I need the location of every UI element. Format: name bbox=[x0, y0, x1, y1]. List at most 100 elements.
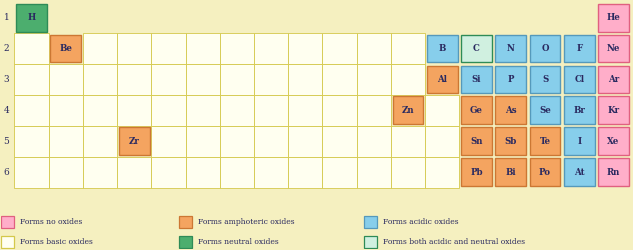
Text: Si: Si bbox=[472, 75, 481, 84]
Bar bbox=[357, 126, 391, 157]
Bar bbox=[425, 126, 460, 157]
Bar bbox=[598, 127, 629, 155]
Text: Br: Br bbox=[573, 106, 585, 115]
Bar bbox=[598, 4, 629, 32]
Bar bbox=[220, 126, 254, 157]
Bar bbox=[598, 35, 629, 62]
Text: Zr: Zr bbox=[128, 137, 140, 146]
Bar bbox=[288, 33, 322, 64]
Text: Ge: Ge bbox=[470, 106, 483, 115]
Bar bbox=[254, 64, 288, 95]
Bar bbox=[254, 126, 288, 157]
Bar bbox=[220, 64, 254, 95]
Text: At: At bbox=[574, 168, 584, 176]
Bar bbox=[461, 158, 492, 186]
Text: O: O bbox=[541, 44, 549, 53]
Bar bbox=[598, 158, 629, 186]
Bar bbox=[288, 157, 322, 188]
Bar bbox=[530, 96, 560, 124]
Text: C: C bbox=[473, 44, 480, 53]
Bar bbox=[496, 127, 526, 155]
Bar bbox=[49, 157, 83, 188]
Bar bbox=[391, 64, 425, 95]
Bar bbox=[179, 216, 192, 228]
Bar bbox=[322, 33, 357, 64]
Text: B: B bbox=[439, 44, 446, 53]
Text: Cl: Cl bbox=[574, 75, 584, 84]
Text: N: N bbox=[507, 44, 515, 53]
Bar bbox=[392, 96, 423, 124]
Bar bbox=[496, 35, 526, 62]
Text: 1: 1 bbox=[4, 13, 9, 22]
Bar bbox=[185, 126, 220, 157]
Bar bbox=[179, 236, 192, 248]
Bar bbox=[391, 126, 425, 157]
Text: P: P bbox=[508, 75, 514, 84]
Bar bbox=[564, 127, 594, 155]
Bar bbox=[220, 157, 254, 188]
Bar bbox=[83, 33, 117, 64]
Bar bbox=[15, 64, 49, 95]
Bar bbox=[83, 95, 117, 126]
Bar bbox=[427, 66, 458, 93]
Text: Kr: Kr bbox=[608, 106, 620, 115]
Text: Bi: Bi bbox=[506, 168, 516, 176]
Bar bbox=[461, 66, 492, 93]
Text: 4: 4 bbox=[4, 106, 9, 115]
Text: 6: 6 bbox=[4, 168, 9, 176]
Text: He: He bbox=[606, 13, 620, 22]
Text: Rn: Rn bbox=[607, 168, 620, 176]
Bar bbox=[185, 95, 220, 126]
Bar bbox=[220, 33, 254, 64]
Text: S: S bbox=[542, 75, 548, 84]
Text: Forms acidic oxides: Forms acidic oxides bbox=[383, 218, 458, 226]
Bar bbox=[151, 33, 185, 64]
Bar bbox=[185, 64, 220, 95]
Bar bbox=[151, 157, 185, 188]
Bar bbox=[288, 95, 322, 126]
Text: Sb: Sb bbox=[505, 137, 517, 146]
Bar bbox=[598, 96, 629, 124]
Text: Be: Be bbox=[60, 44, 72, 53]
Bar bbox=[49, 64, 83, 95]
Bar bbox=[357, 157, 391, 188]
Text: As: As bbox=[505, 106, 517, 115]
Text: Al: Al bbox=[437, 75, 448, 84]
Bar bbox=[530, 127, 560, 155]
Bar bbox=[49, 126, 83, 157]
Bar bbox=[51, 35, 81, 62]
Bar bbox=[1, 216, 14, 228]
Bar bbox=[530, 158, 560, 186]
Text: Po: Po bbox=[539, 168, 551, 176]
Bar bbox=[254, 95, 288, 126]
Text: Forms basic oxides: Forms basic oxides bbox=[20, 238, 93, 246]
Bar bbox=[15, 157, 49, 188]
Bar bbox=[598, 66, 629, 93]
Bar bbox=[357, 33, 391, 64]
Bar bbox=[117, 33, 151, 64]
Text: Se: Se bbox=[539, 106, 551, 115]
Text: H: H bbox=[27, 13, 35, 22]
Bar bbox=[322, 126, 357, 157]
Bar bbox=[357, 95, 391, 126]
Bar bbox=[496, 66, 526, 93]
Bar bbox=[357, 64, 391, 95]
Bar bbox=[117, 64, 151, 95]
Text: 3: 3 bbox=[4, 75, 9, 84]
Bar bbox=[530, 35, 560, 62]
Text: Zn: Zn bbox=[402, 106, 415, 115]
Bar bbox=[363, 216, 377, 228]
Bar bbox=[461, 35, 492, 62]
Bar bbox=[530, 66, 560, 93]
Text: Ar: Ar bbox=[608, 75, 619, 84]
Text: 2: 2 bbox=[4, 44, 9, 53]
Bar bbox=[288, 64, 322, 95]
Bar bbox=[564, 158, 594, 186]
Text: Xe: Xe bbox=[607, 137, 620, 146]
Text: Ne: Ne bbox=[607, 44, 620, 53]
Bar bbox=[1, 236, 14, 248]
Bar bbox=[496, 158, 526, 186]
Text: 5: 5 bbox=[3, 137, 9, 146]
Bar bbox=[322, 95, 357, 126]
Bar bbox=[564, 96, 594, 124]
